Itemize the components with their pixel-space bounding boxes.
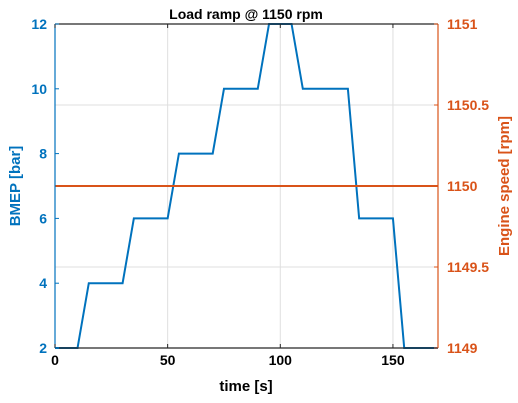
left-tick-label: 4 (39, 275, 47, 291)
x-tick-label: 100 (269, 352, 293, 368)
left-axis-label: BMEP [bar] (7, 146, 24, 227)
right-tick-label: 1151 (447, 16, 478, 32)
left-tick-label: 2 (39, 340, 47, 356)
left-tick-label: 6 (39, 210, 47, 226)
right-tick-label: 1149.5 (447, 259, 489, 275)
x-tick-label: 150 (381, 352, 405, 368)
tick-layer: 0 50 100 150 2 4 6 8 10 12 1149 1149.5 1150 1150.5 115… (31, 16, 489, 368)
right-tick-label: 1150.5 (447, 97, 489, 113)
left-tick-label: 12 (31, 16, 47, 32)
series-line-1 (55, 23, 438, 349)
left-tick-label: 8 (39, 146, 47, 162)
left-tick-label: 10 (31, 81, 47, 97)
chart-title: Load ramp @ 1150 rpm (169, 6, 323, 22)
right-tick-label: 1149 (447, 340, 478, 356)
right-tick-label: 1150 (447, 178, 478, 194)
series-layer (55, 23, 438, 349)
x-axis-label: time [s] (219, 378, 272, 395)
x-tick-label: 0 (51, 352, 59, 368)
right-axis-label: Engine speed [rpm] (496, 116, 513, 256)
x-tick-label: 50 (160, 352, 176, 368)
